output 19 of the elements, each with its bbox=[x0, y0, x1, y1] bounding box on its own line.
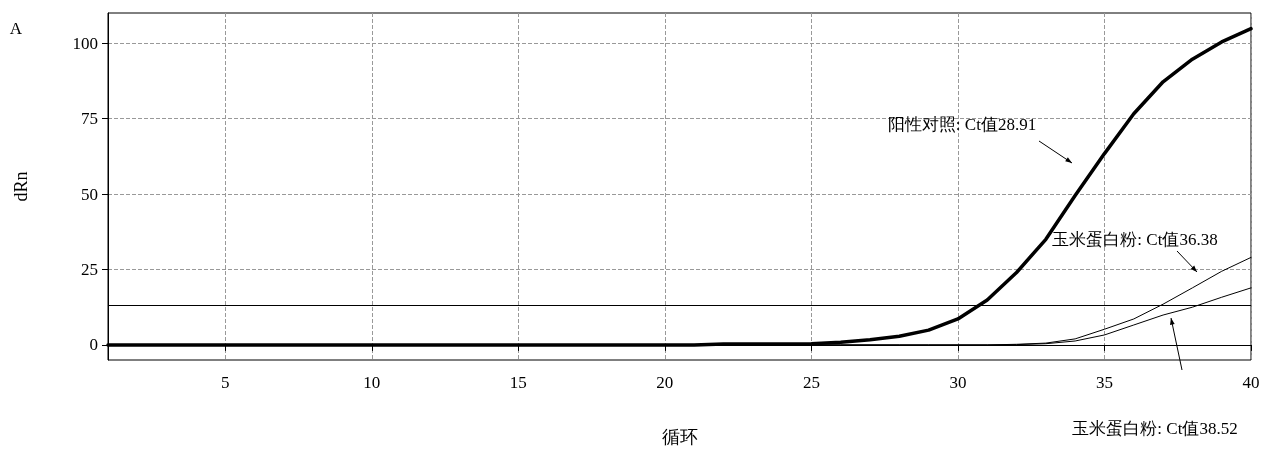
text: 玉米蛋白粉: Ct值38.52 bbox=[1072, 418, 1238, 438]
x-tick-label: 5 bbox=[220, 373, 230, 392]
y-axis-title: dRn bbox=[11, 171, 31, 202]
x-tick-label: 25 bbox=[802, 373, 820, 392]
y-tick-label: 50 bbox=[81, 184, 98, 204]
x-tick-label: 20 bbox=[656, 373, 674, 392]
x-tick-label: 10 bbox=[363, 373, 381, 392]
annotation: 阳性对照: Ct值28.91 bbox=[887, 114, 1037, 134]
y-tick-label: 100 bbox=[72, 33, 98, 53]
text: A bbox=[9, 18, 23, 38]
x-tick-label: 40 bbox=[1242, 373, 1260, 392]
annotation: 玉米蛋白粉: Ct值36.38 bbox=[1052, 229, 1218, 249]
x-tick-label: 15 bbox=[509, 373, 527, 392]
y-tick-label: 75 bbox=[81, 109, 98, 129]
y-tick-label: 0 bbox=[89, 335, 98, 355]
x-tick-label: 35 bbox=[1095, 373, 1113, 392]
y-tick-label: 25 bbox=[81, 259, 98, 279]
x-axis-title: 循环 bbox=[661, 427, 698, 447]
x-tick-label: 30 bbox=[949, 373, 967, 392]
